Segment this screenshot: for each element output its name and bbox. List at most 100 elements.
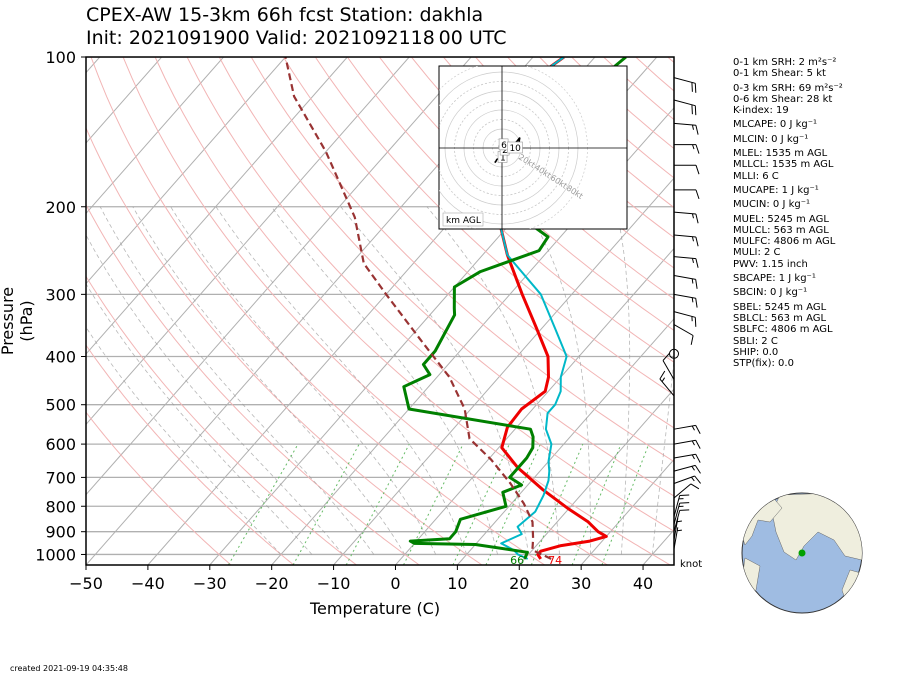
parameter-item: 0-1 km Shear: 5 kt: [733, 68, 826, 80]
dry-adiabat: [186, 57, 674, 532]
moist-adiabat: [615, 206, 631, 555]
parameter-item: MUEL: 5245 m AGL: [733, 213, 829, 225]
y-tick-label: 100: [45, 48, 76, 67]
dry-adiabat: [86, 275, 357, 565]
x-axis-label: Temperature (C): [310, 599, 441, 618]
mixing-ratio-line: [227, 443, 299, 565]
wind-barb: [673, 502, 690, 525]
parameter-item: 0-6 km Shear: 28 kt: [733, 93, 833, 105]
parameter-item: MUCIN: 0 J kg⁻¹: [733, 199, 811, 211]
hodograph-height-label: 1: [500, 153, 506, 163]
wind-barb: [673, 475, 701, 484]
dry-adiabat: [86, 411, 232, 565]
wind-barb: [673, 324, 694, 345]
wind-barb: [673, 77, 697, 93]
dry-adiabat: [86, 344, 295, 565]
isotherm: [86, 57, 163, 144]
moist-adiabat: [170, 206, 437, 555]
y-tick-label: 500: [45, 396, 76, 415]
parameter-item: SHIP: 0.0: [733, 346, 779, 358]
created-timestamp: created 2021-09-19 04:35:48: [10, 664, 128, 673]
wind-barb: [673, 527, 682, 550]
isotherm: [86, 57, 286, 285]
wind-barb: [659, 370, 675, 397]
parameter-item: MLEL: 1535 m AGL: [733, 148, 828, 160]
dry-adiabat: [250, 57, 674, 463]
wind-barb: [673, 211, 699, 224]
dry-adiabat: [86, 126, 483, 565]
wind-barb: [673, 311, 697, 327]
dry-adiabat: [314, 57, 674, 396]
isotherm: [518, 388, 674, 565]
hodograph-frame: [438, 65, 628, 230]
hodograph-height-label: 2: [502, 146, 508, 156]
x-tick-label: −20: [255, 574, 289, 593]
parameter-item: K-index: 19: [733, 105, 789, 117]
parameter-item: SBEL: 5245 m AGL: [733, 301, 827, 313]
parameter-item: 0-3 km SRH: 69 m²s⁻²: [733, 82, 843, 94]
moist-adiabat: [99, 206, 375, 555]
dry-adiabat: [411, 57, 674, 300]
surface-temperature-label: 74: [548, 554, 562, 567]
dry-adiabat: [443, 57, 674, 269]
x-tick-label: −10: [317, 574, 351, 593]
parameter-item: SBLFC: 4806 m AGL: [733, 324, 833, 336]
isotherm: [271, 107, 674, 565]
y-tick-label: 200: [45, 198, 76, 217]
station-marker: [798, 549, 806, 557]
isotherm: [86, 57, 224, 215]
parcel-profile: [284, 57, 552, 560]
chart-subtitle: Init: 2021091900 Valid: 2021092118 00 UT…: [86, 27, 507, 49]
isotherm: [86, 57, 472, 496]
x-tick-label: 20: [509, 574, 529, 593]
wind-barb: [673, 494, 690, 517]
dry-adiabat: [122, 57, 608, 565]
hodograph-unit-label: km AGL: [446, 216, 481, 226]
wind-barb: [673, 424, 701, 434]
parameter-item: MUCAPE: 1 J kg⁻¹: [733, 184, 819, 196]
wind-barb: [673, 275, 698, 289]
moist-adiabat: [86, 234, 344, 555]
parameter-item: SBLCL: 563 m AGL: [733, 312, 827, 324]
dry-adiabat: [379, 57, 674, 331]
hodograph-height-label: 6: [501, 141, 507, 151]
wind-barb: [673, 99, 697, 116]
wind-barb: [673, 453, 701, 463]
locator-globe: [741, 492, 863, 614]
y-tick-label: 800: [45, 497, 76, 516]
wind-unit-label: knot: [680, 559, 703, 570]
wind-barbs: [659, 77, 701, 550]
mixing-ratio-line: [530, 443, 584, 565]
parameter-item: SBLI: 2 C: [733, 335, 778, 347]
wind-barb: [662, 353, 675, 380]
x-tick-label: 30: [571, 574, 591, 593]
parameter-list: 0-1 km SRH: 2 m²s⁻² 0-1 km Shear: 5 kt 0-3…: [733, 57, 843, 369]
x-tick-label: 0: [390, 574, 400, 593]
dry-adiabat: [86, 203, 420, 565]
isotherm: [580, 458, 674, 565]
isotherm: [395, 247, 674, 565]
y-tick-label: 700: [45, 468, 76, 487]
wind-barb: [673, 122, 699, 135]
y-tick-label: 1000: [35, 545, 76, 564]
parameter-item: 0-1 km SRH: 2 m²s⁻²: [733, 57, 837, 68]
dry-adiabat: [90, 57, 546, 565]
y-tick-label: 400: [45, 348, 76, 367]
x-tick-label: 40: [633, 574, 653, 593]
isotherm: [86, 57, 410, 426]
wind-barb: [673, 144, 700, 154]
parameter-item: MULFC: 4806 m AGL: [733, 236, 836, 248]
parameter-item: SBCAPE: 1 J kg⁻¹: [733, 273, 816, 285]
wind-barb: [673, 164, 700, 175]
parameter-item: SBCIN: 0 J kg⁻¹: [733, 287, 808, 299]
wind-barb: [673, 234, 699, 247]
parameter-item: PWV: 1.15 inch: [733, 258, 808, 270]
parameter-item: MLCIN: 0 J kg⁻¹: [733, 133, 809, 145]
moist-adiabat: [215, 206, 467, 555]
x-tick-label: −50: [69, 574, 103, 593]
wind-barb: [673, 256, 699, 268]
parameter-item: MLCAPE: 0 J kg⁻¹: [733, 119, 818, 131]
parameter-item: MLLI: 6 C: [733, 170, 779, 182]
mixing-ratio-line: [571, 443, 622, 565]
